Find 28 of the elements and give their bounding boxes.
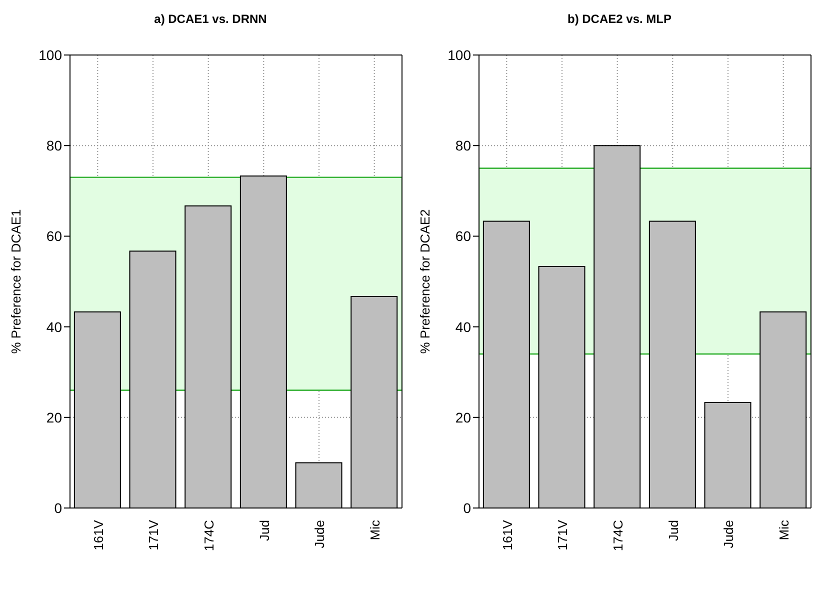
y-tick-label: 100	[38, 46, 62, 63]
x-tick-label: 171V	[146, 520, 162, 550]
chart-title: a) DCAE1 vs. DRNN	[153, 11, 268, 28]
y-tick-label: 60	[46, 228, 62, 244]
x-tick-label: 171V	[555, 520, 570, 550]
x-tick-label: Mic	[368, 520, 383, 540]
chart-title: b) DCAE2 vs. MLP	[566, 11, 672, 28]
x-tick-label: 161V	[90, 520, 106, 550]
y-tick-label: 0	[463, 500, 472, 516]
x-tick-label: Jude	[721, 520, 736, 548]
y-tick-label: 20	[455, 409, 472, 426]
x-tick-label: Jude	[312, 520, 328, 548]
y-tick-label: 20	[46, 409, 62, 426]
y-tick-label: 60	[455, 228, 472, 244]
x-tick-label: Jud	[666, 520, 681, 541]
x-tick-label: 174C	[202, 520, 217, 552]
y-tick-label: 40	[46, 318, 62, 335]
x-tick-label: Jud	[256, 520, 272, 541]
x-tick-label: Mic	[776, 520, 792, 540]
x-tick-label: 161V	[500, 520, 515, 550]
y-tick-label: 100	[448, 46, 472, 63]
x-tick-label: 174C	[610, 520, 626, 552]
y-tick-label: 40	[455, 318, 472, 335]
y-axis-title: % Preference for DCAE2	[418, 209, 433, 354]
y-axis-title: % Preference for DCAE1	[8, 209, 24, 354]
y-tick-label: 0	[54, 500, 62, 516]
y-tick-label: 80	[46, 138, 62, 154]
y-tick-label: 80	[455, 138, 472, 154]
